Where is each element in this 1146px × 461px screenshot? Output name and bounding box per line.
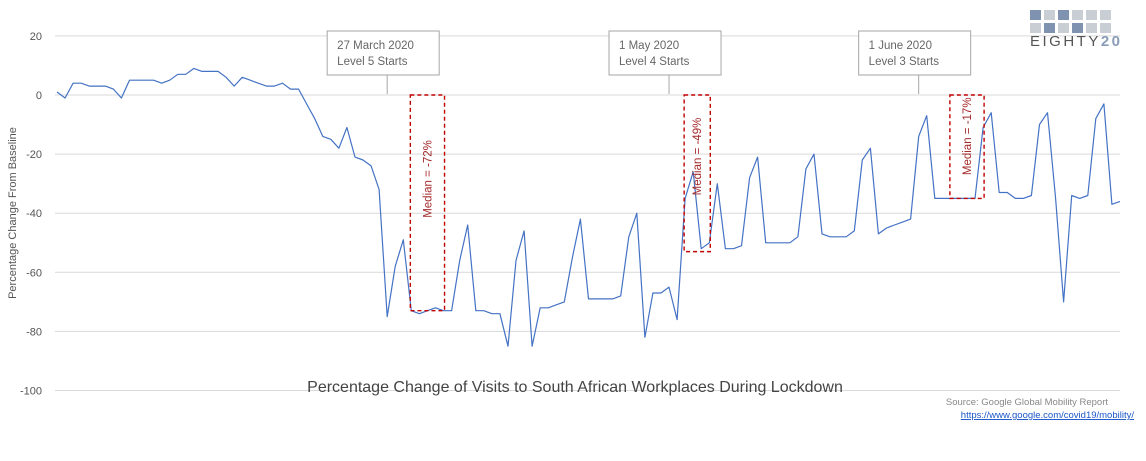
y-tick-label: -100: [20, 386, 42, 398]
y-axis-ticks: 20 0 -20 -40 -60 -80 -100: [20, 31, 42, 398]
series-layer: [56, 67, 1121, 347]
median-box: [409, 94, 446, 312]
median-box: [683, 94, 711, 253]
callout-level: Level 3 Starts: [869, 56, 940, 68]
callout-box: [608, 30, 722, 76]
y-tick-label: -80: [26, 326, 42, 338]
callout-box: [858, 30, 972, 76]
logo-square: [1030, 23, 1041, 33]
chart-title: Percentage Change of Visits to South Afr…: [307, 379, 843, 396]
logo-square: [1072, 23, 1083, 33]
callout-date: 1 May 2020: [619, 40, 679, 52]
callout-date: 27 March 2020: [337, 40, 414, 52]
logo-square: [1044, 10, 1055, 20]
median-label: Median = -72%: [422, 140, 434, 218]
median-boxes: Median = -72% Median = -49% Median = -17%: [409, 94, 985, 312]
y-tick-label: 20: [30, 31, 42, 43]
logo-square: [1058, 10, 1069, 20]
level-callouts: 27 March 2020 Level 5 Starts 1 May 2020 Lev…: [326, 30, 972, 94]
logo-square: [1044, 23, 1055, 33]
grid-lines: [55, 35, 1120, 391]
callout-level: Level 4 Starts: [619, 56, 690, 68]
logo-square: [1072, 10, 1083, 20]
median-box: [949, 94, 985, 200]
logo-square: [1086, 10, 1097, 20]
y-axis-label: Percentage Change From Baseline: [7, 127, 19, 299]
logo-square: [1030, 10, 1041, 20]
median-label: Median = -17%: [962, 97, 974, 175]
eighty20-logo: EIGHTY20: [1030, 10, 1123, 50]
series-line: [56, 67, 1121, 347]
logo-text-bold: 20: [1101, 33, 1123, 50]
logo-square: [1100, 10, 1111, 20]
median-label: Median = -49%: [692, 118, 704, 196]
callout-level: Level 5 Starts: [337, 56, 408, 68]
source-note: Source: Google Global Mobility Report: [946, 397, 1108, 408]
logo-text-main: EIGHTY: [1030, 33, 1101, 50]
callout-date: 1 June 2020: [869, 40, 932, 52]
logo-squares-icon: [1030, 10, 1111, 33]
logo-square: [1086, 23, 1097, 33]
logo-text: EIGHTY20: [1030, 33, 1123, 50]
logo-square: [1058, 23, 1069, 33]
y-tick-label: -20: [26, 149, 42, 161]
y-tick-label: 0: [36, 90, 42, 102]
y-tick-label: -60: [26, 267, 42, 279]
callout-box: [326, 30, 440, 76]
source-link[interactable]: https://www.google.com/covid19/mobility/: [961, 410, 1135, 421]
logo-square: [1100, 23, 1111, 33]
y-tick-label: -40: [26, 208, 42, 220]
